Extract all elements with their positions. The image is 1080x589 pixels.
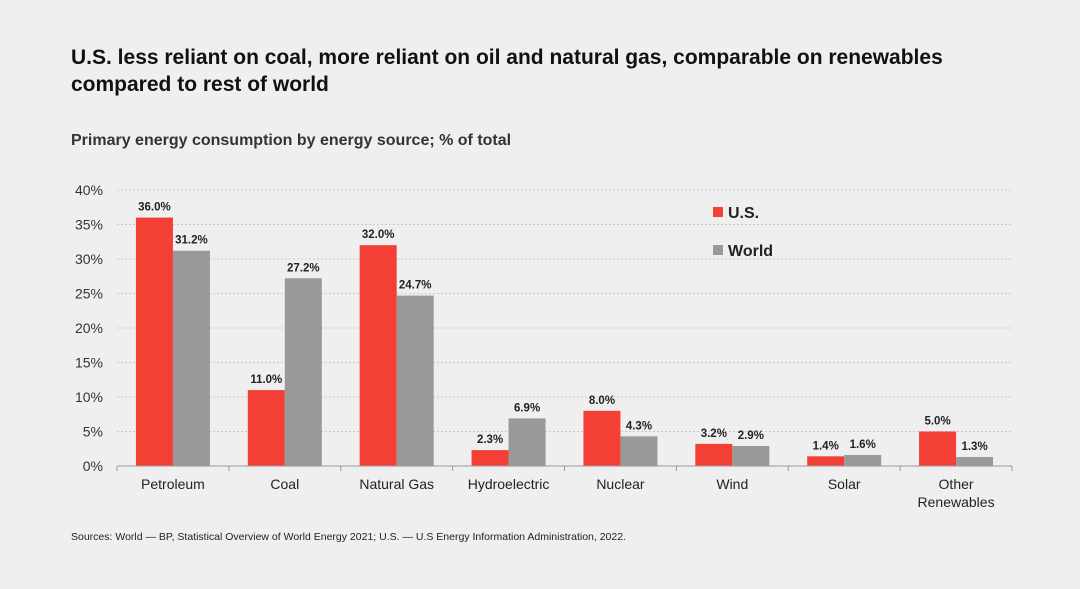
bar-world <box>732 445 770 466</box>
data-label: 5.0% <box>924 416 950 428</box>
bar-us <box>359 245 397 466</box>
bar-world <box>284 278 322 466</box>
legend-label-world: World <box>728 243 773 260</box>
y-tick-label: 40% <box>75 182 103 198</box>
x-axis-categories: Petroleum Coal Natural Gas Hydroelectric Nuc… <box>116 466 1013 510</box>
x-category-label: Nuclear <box>596 476 645 492</box>
y-tick-label: 25% <box>75 286 103 302</box>
chart-subtitle: Primary energy consumption by energy sou… <box>71 132 512 149</box>
data-label: 6.9% <box>514 402 540 414</box>
data-label: 24.7% <box>399 280 432 292</box>
bar-us <box>135 217 173 466</box>
x-category-label: Coal <box>270 476 299 492</box>
bar-us <box>583 410 621 466</box>
data-label: 1.4% <box>813 440 839 452</box>
bar-us <box>247 390 285 466</box>
bar-world <box>508 418 546 466</box>
data-label: 3.2% <box>701 428 727 440</box>
y-tick-label: 15% <box>75 355 103 371</box>
data-label: 32.0% <box>362 229 395 241</box>
bar-us <box>807 456 845 466</box>
x-category-label: Renewables <box>918 494 995 510</box>
data-labels: 36.0% 31.2% 11.0% 27.2% 32.0% 24.7% 2.3% 6.9% 8.… <box>138 202 988 453</box>
data-label: 2.9% <box>738 430 764 442</box>
legend: U.S. World <box>713 205 773 260</box>
bar-world <box>844 454 882 466</box>
y-tick-label: 30% <box>75 251 103 267</box>
bar-world <box>620 436 658 466</box>
bar-world <box>956 457 994 466</box>
y-tick-label: 0% <box>83 458 103 474</box>
data-label: 1.6% <box>850 439 876 451</box>
data-label: 27.2% <box>287 262 320 274</box>
x-category-label: Solar <box>828 476 861 492</box>
y-tick-label: 5% <box>83 424 103 440</box>
x-category-label: Other <box>939 476 974 492</box>
data-label: 36.0% <box>138 202 171 214</box>
chart-title: U.S. less reliant on coal, more reliant … <box>71 46 943 96</box>
data-label: 1.3% <box>961 441 987 453</box>
x-category-label: Petroleum <box>141 476 205 492</box>
bar-world <box>396 295 434 466</box>
bar-us <box>919 431 957 466</box>
bar-us <box>695 443 733 466</box>
x-category-label: Hydroelectric <box>468 476 550 492</box>
data-label: 2.3% <box>477 434 503 446</box>
legend-swatch-us <box>713 207 723 217</box>
bar-us <box>471 450 509 466</box>
data-label: 4.3% <box>626 420 652 432</box>
y-tick-label: 10% <box>75 389 103 405</box>
y-tick-label: 20% <box>75 320 103 336</box>
bars <box>135 217 994 466</box>
bar-world <box>172 250 210 466</box>
legend-swatch-world <box>713 245 723 255</box>
data-label: 31.2% <box>175 235 208 247</box>
legend-label-us: U.S. <box>728 205 759 222</box>
x-category-label: Natural Gas <box>359 476 434 492</box>
data-label: 11.0% <box>250 374 282 386</box>
y-axis-ticks: 0% 5% 10% 15% 20% 25% 30% 35% 40% <box>75 182 103 474</box>
source-note: Sources: World — BP, Statistical Overvie… <box>71 531 626 543</box>
x-category-label: Wind <box>716 476 748 492</box>
y-tick-label: 35% <box>75 217 103 233</box>
data-label: 8.0% <box>589 395 615 407</box>
